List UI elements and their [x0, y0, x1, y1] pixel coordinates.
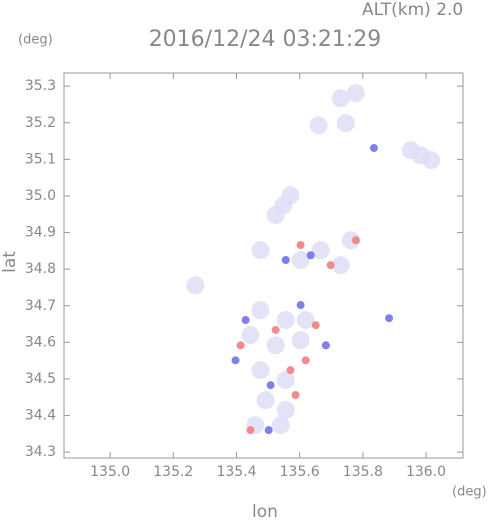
- data-point: [351, 236, 360, 245]
- data-point: [385, 314, 394, 323]
- data-point: [271, 416, 290, 435]
- y-tick-label: 34.8: [25, 261, 56, 277]
- data-point: [264, 426, 273, 435]
- data-point: [296, 301, 305, 310]
- data-point: [246, 426, 255, 435]
- y-tick-label: 35.1: [25, 151, 56, 167]
- data-point: [251, 241, 270, 260]
- data-point: [241, 326, 260, 345]
- data-point: [401, 141, 420, 160]
- data-point: [266, 381, 275, 390]
- x-tick-label: 135.8: [343, 464, 383, 480]
- data-point: [276, 371, 295, 390]
- data-point: [341, 231, 360, 250]
- x-tick-label: 136.0: [406, 464, 446, 480]
- x-tick-label: 135.2: [153, 464, 193, 480]
- x-tick-label: 135.4: [216, 464, 256, 480]
- data-point: [231, 356, 240, 365]
- y-tick-label: 34.5: [25, 371, 56, 387]
- data-point: [336, 114, 355, 133]
- data-point: [251, 361, 270, 380]
- data-point: [256, 391, 275, 410]
- data-point: [346, 84, 365, 103]
- data-point: [301, 356, 310, 365]
- data-point: [251, 301, 270, 320]
- data-point: [281, 256, 290, 265]
- y-unit: (deg): [18, 33, 53, 48]
- data-point: [311, 241, 330, 260]
- data-point: [331, 256, 350, 275]
- data-point: [296, 241, 305, 250]
- x-tick-label: 135.6: [280, 464, 320, 480]
- plot-frame: [63, 72, 464, 459]
- data-point: [321, 341, 330, 350]
- subtitle: ALT(km) 2.0: [362, 0, 463, 20]
- y-tick-label: 34.9: [25, 225, 56, 241]
- data-point: [306, 251, 315, 260]
- x-axis-title: lon: [252, 502, 278, 521]
- data-point: [331, 89, 350, 108]
- y-axis-title: lat: [0, 251, 20, 273]
- y-tick-label: 34.4: [25, 408, 56, 424]
- data-point: [291, 331, 310, 350]
- data-point: [236, 341, 245, 350]
- data-point: [296, 311, 315, 330]
- data-point: [422, 151, 441, 170]
- data-point: [311, 321, 320, 330]
- data-point: [326, 261, 335, 270]
- data-point: [241, 316, 250, 325]
- data-point: [286, 366, 295, 375]
- y-tick-label: 34.6: [25, 334, 56, 350]
- y-tick-label: 34.7: [25, 298, 56, 314]
- data-point: [266, 205, 285, 224]
- data-point: [281, 186, 300, 205]
- x-tick-label: 135.0: [90, 464, 130, 480]
- chart-title: 2016/12/24 03:21:29: [149, 27, 382, 52]
- data-point: [291, 251, 310, 270]
- data-point: [369, 144, 378, 153]
- y-tick-label: 35.3: [25, 78, 56, 94]
- data-point: [266, 336, 285, 355]
- x-unit: (deg): [452, 485, 487, 500]
- data-point: [276, 311, 295, 330]
- y-tick-label: 35.0: [25, 188, 56, 204]
- data-point: [309, 116, 328, 135]
- data-point: [291, 391, 300, 400]
- y-tick-label: 34.3: [25, 444, 56, 460]
- data-point: [186, 276, 205, 295]
- data-point: [276, 401, 295, 420]
- y-tick-label: 35.2: [25, 115, 56, 131]
- data-point: [271, 325, 280, 334]
